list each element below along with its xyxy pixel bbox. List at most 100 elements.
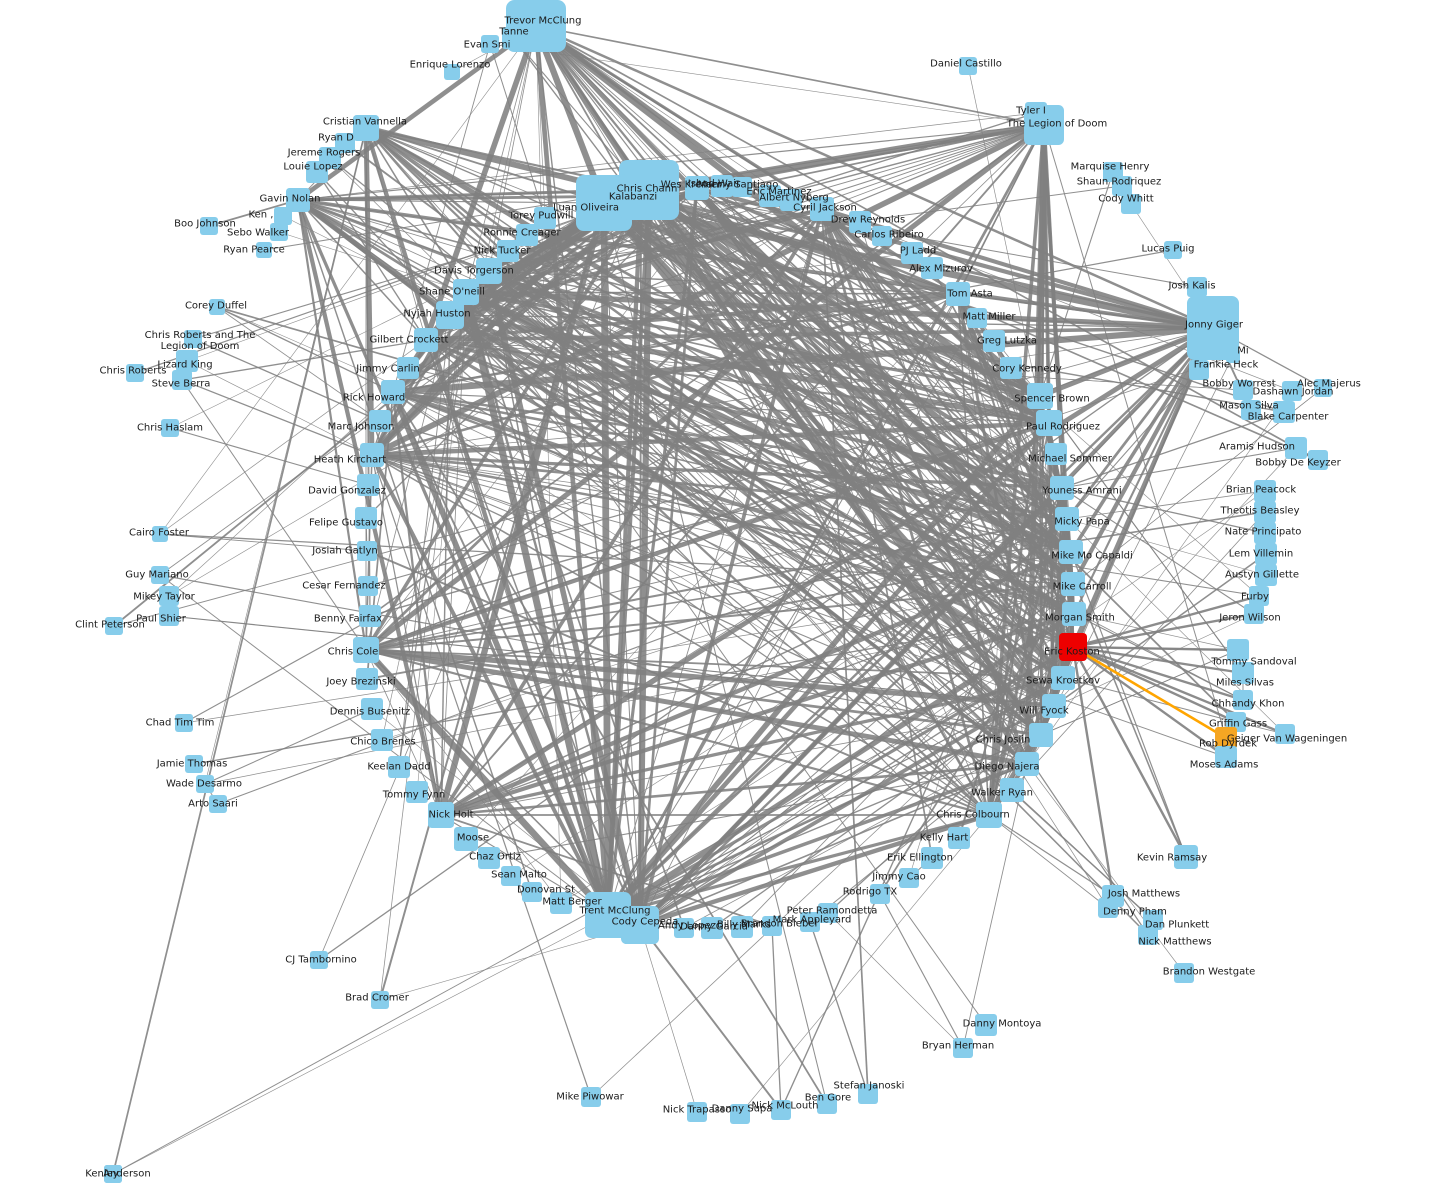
graph-node[interactable] (175, 714, 193, 732)
graph-node[interactable] (731, 916, 753, 938)
graph-node[interactable] (534, 207, 556, 229)
graph-node[interactable] (946, 282, 970, 306)
graph-node[interactable] (359, 605, 381, 627)
graph-node[interactable] (1174, 845, 1198, 869)
graph-node[interactable] (1024, 105, 1064, 145)
graph-node[interactable] (732, 177, 752, 197)
graph-node[interactable] (780, 189, 802, 211)
graph-node[interactable] (454, 827, 478, 851)
graph-node[interactable] (948, 827, 970, 849)
graph-node[interactable] (976, 802, 1002, 828)
graph-node[interactable] (1226, 349, 1240, 363)
graph-node[interactable] (381, 380, 405, 404)
graph-node[interactable] (476, 258, 502, 284)
graph-node[interactable] (357, 474, 379, 496)
graph-node[interactable] (256, 242, 272, 258)
graph-node[interactable] (901, 242, 923, 264)
graph-node[interactable] (209, 795, 227, 813)
graph-node[interactable] (369, 410, 391, 432)
graph-node[interactable] (674, 918, 694, 938)
graph-node[interactable] (1174, 963, 1194, 983)
graph-node[interactable] (899, 868, 919, 888)
graph-node[interactable] (274, 207, 292, 225)
graph-node[interactable] (522, 882, 542, 902)
graph-node[interactable] (152, 526, 168, 542)
graph-node[interactable] (872, 226, 892, 246)
graph-node[interactable] (358, 576, 378, 596)
graph-node[interactable] (1061, 572, 1085, 596)
graph-node-secondary-highlighted[interactable] (1215, 727, 1237, 749)
graph-node[interactable] (209, 299, 225, 315)
graph-node[interactable] (151, 566, 169, 584)
graph-node[interactable] (104, 1165, 122, 1183)
graph-node[interactable] (361, 698, 383, 720)
graph-node[interactable] (1189, 360, 1209, 380)
graph-node[interactable] (711, 175, 733, 197)
graph-node[interactable] (501, 866, 521, 886)
graph-node[interactable] (1254, 522, 1276, 544)
graph-node[interactable] (1051, 666, 1075, 690)
graph-node[interactable] (1285, 437, 1307, 459)
graph-node[interactable] (353, 115, 379, 141)
graph-node[interactable] (1254, 501, 1276, 523)
graph-node[interactable] (161, 419, 179, 437)
graph-node[interactable] (1000, 778, 1024, 802)
graph-node[interactable] (159, 606, 179, 626)
graph-node[interactable] (436, 301, 464, 329)
graph-node[interactable] (371, 991, 389, 1009)
graph-node[interactable] (1015, 752, 1039, 776)
graph-node[interactable] (310, 951, 328, 969)
graph-node[interactable] (581, 1087, 601, 1107)
graph-node[interactable] (685, 176, 709, 200)
graph-node[interactable] (406, 781, 428, 803)
graph-node[interactable] (126, 364, 144, 382)
graph-node[interactable] (1233, 380, 1253, 400)
graph-node[interactable] (967, 308, 987, 328)
graph-node[interactable] (1244, 604, 1264, 624)
graph-node[interactable] (1059, 540, 1083, 564)
graph-node[interactable] (1273, 401, 1295, 423)
graph-node[interactable] (428, 802, 454, 828)
graph-node[interactable] (1000, 357, 1022, 379)
graph-node[interactable] (983, 330, 1005, 352)
graph-node[interactable] (481, 35, 499, 53)
graph-node[interactable] (1187, 277, 1207, 297)
graph-node[interactable] (1045, 443, 1067, 465)
graph-node[interactable] (516, 224, 538, 246)
graph-node[interactable] (1042, 694, 1066, 718)
graph-node[interactable] (478, 847, 500, 869)
graph-node[interactable] (1282, 381, 1302, 401)
graph-node[interactable] (771, 1100, 791, 1120)
graph-node[interactable] (414, 328, 438, 352)
graph-node[interactable] (353, 637, 379, 663)
graph-node[interactable] (185, 755, 203, 773)
graph-node[interactable] (270, 223, 288, 241)
graph-node[interactable] (388, 756, 410, 778)
graph-node[interactable] (444, 64, 460, 80)
graph-node[interactable] (306, 161, 328, 183)
graph-node[interactable] (858, 1084, 878, 1104)
graph-node[interactable] (184, 330, 202, 348)
graph-node[interactable] (1121, 194, 1141, 214)
graph-node[interactable] (1036, 410, 1062, 436)
graph-node[interactable] (497, 240, 519, 262)
graph-node[interactable] (200, 217, 218, 235)
graph-node[interactable] (1112, 176, 1132, 196)
graph-node[interactable] (371, 729, 393, 751)
graph-node[interactable] (1027, 383, 1053, 409)
graph-node[interactable] (1314, 379, 1332, 397)
graph-node[interactable] (921, 257, 943, 279)
graph-node[interactable] (1275, 724, 1295, 744)
graph-node[interactable] (159, 586, 179, 606)
graph-node[interactable] (502, 27, 524, 49)
graph-node[interactable] (959, 57, 977, 75)
graph-node[interactable] (817, 1094, 837, 1114)
graph-node[interactable] (1062, 602, 1086, 626)
graph-node[interactable] (550, 892, 572, 914)
graph-node[interactable] (1164, 241, 1182, 259)
graph-node[interactable] (1249, 586, 1269, 606)
graph-node[interactable] (759, 185, 781, 207)
graph-node[interactable] (800, 912, 820, 932)
graph-node[interactable] (975, 1014, 997, 1036)
graph-node[interactable] (1215, 746, 1237, 768)
